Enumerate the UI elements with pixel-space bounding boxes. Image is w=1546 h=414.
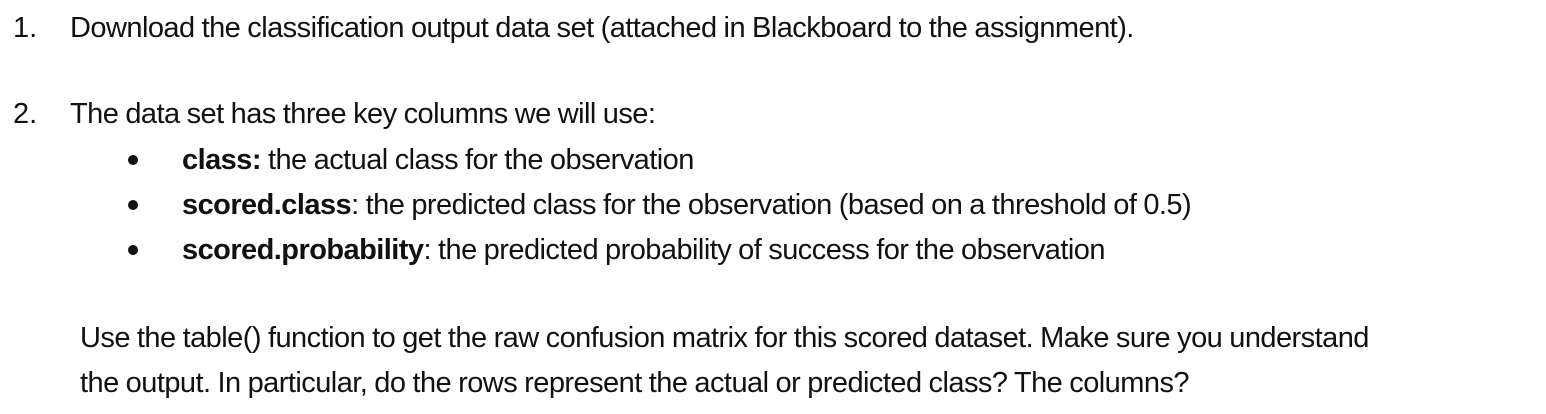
list-number-2: 2.	[13, 98, 38, 130]
bullet-item-scored-class: scored.class: the predicted class for th…	[182, 188, 1192, 222]
instruction-paragraph-line-1: Use the table() function to get the raw …	[80, 322, 1369, 354]
bullet-description: : the predicted probability of success f…	[423, 234, 1106, 266]
list-item-2-text: The data set has three key columns we wi…	[70, 98, 656, 130]
bullet-icon	[128, 200, 138, 210]
list-item-1-text: Download the classification output data …	[70, 12, 1134, 44]
list-number-1: 1.	[13, 12, 38, 44]
bullet-term: scored.probability	[182, 234, 424, 266]
bullet-description: the actual class for the observation	[260, 144, 694, 176]
bullet-item-scored-probability: scored.probability: the predicted probab…	[182, 233, 1106, 267]
bullet-term: class:	[182, 144, 261, 176]
bullet-icon	[128, 245, 138, 255]
bullet-term: scored.class	[182, 189, 352, 221]
bullet-icon	[128, 155, 138, 165]
bullet-description: : the predicted class for the observatio…	[351, 189, 1192, 221]
bullet-item-class: class: the actual class for the observat…	[182, 143, 694, 177]
instruction-paragraph-line-2: the output. In particular, do the rows r…	[80, 367, 1190, 399]
